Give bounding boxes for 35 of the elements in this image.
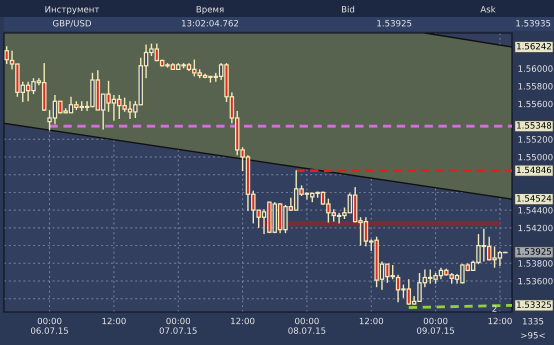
text: 13:02:04.762 bbox=[182, 20, 238, 26]
y-tick-label: 1.56000 bbox=[518, 65, 553, 72]
y-tick-label: 1.55800 bbox=[518, 83, 553, 90]
x-tick-label: 12:00 bbox=[488, 318, 512, 324]
data-label: 1.53325 bbox=[517, 301, 552, 308]
y-tick-label: 1.54200 bbox=[518, 224, 553, 232]
x-tick-label: 00:00 09.07.15 bbox=[416, 318, 454, 334]
data-label: 1.54846 bbox=[517, 166, 552, 174]
y-tick-label: 1.55000 bbox=[518, 154, 553, 160]
y-tick-label: 1.53800 bbox=[518, 260, 553, 267]
y-tick-label: 1.55600 bbox=[518, 100, 553, 108]
text: Ask bbox=[480, 6, 496, 12]
data-label: 1.56242 bbox=[517, 42, 551, 50]
data-label: 1.55348 bbox=[517, 122, 552, 129]
annotation: 2 bbox=[492, 305, 496, 312]
data-label: 1.54524 bbox=[517, 195, 552, 202]
x-tick-label: 12:00 bbox=[231, 318, 254, 324]
x-tick-label: 12:00 bbox=[360, 318, 384, 324]
text: Bid bbox=[342, 6, 354, 12]
text: Инструмент bbox=[45, 6, 100, 14]
text: Время bbox=[196, 6, 224, 14]
y-tick-label: 1.53600 bbox=[518, 278, 553, 284]
y-tick-label: 1.55200 bbox=[518, 136, 553, 143]
text: GBP/USD bbox=[52, 20, 92, 28]
x-tick-label: 00:00 07.07.15 bbox=[160, 318, 197, 334]
x-tick-label: 12:00 bbox=[102, 318, 126, 324]
candlestick bbox=[4, 46, 9, 65]
text: 1.53925 bbox=[377, 20, 412, 26]
annotation: 1.53925 bbox=[517, 248, 552, 255]
text: 1.53935 bbox=[516, 20, 550, 26]
x-tick-label: 00:00 06.07.15 bbox=[30, 318, 68, 334]
text: 1335 bbox=[522, 318, 544, 324]
text: >95< bbox=[521, 332, 545, 338]
x-tick-label: 00:00 08.07.15 bbox=[288, 318, 326, 334]
y-tick-label: 1.54400 bbox=[518, 207, 553, 214]
